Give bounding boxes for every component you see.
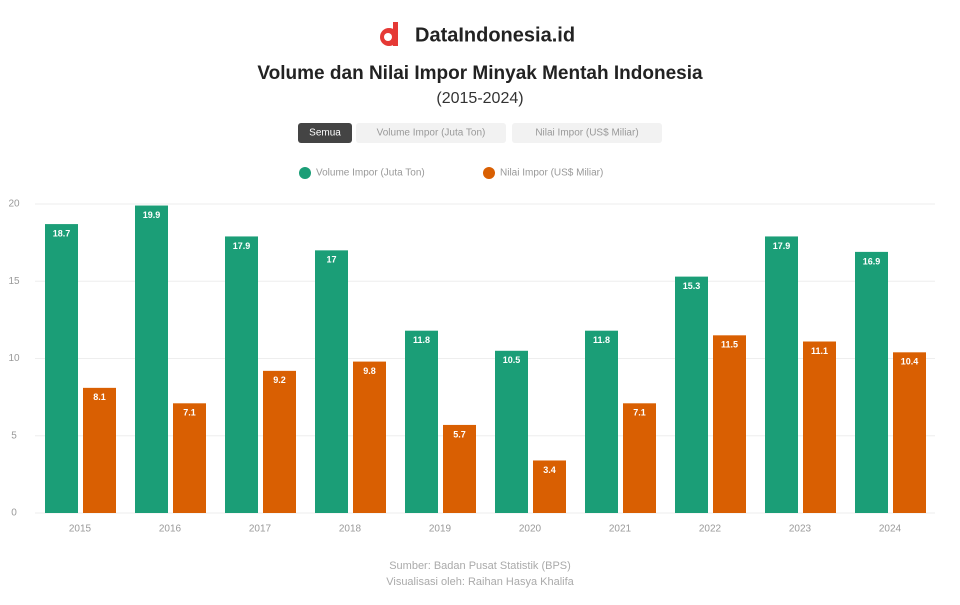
filter-button[interactable] <box>512 123 662 143</box>
legend-label[interactable]: Nilai Impor (US$ Miliar) <box>500 168 603 179</box>
bar <box>83 387 116 513</box>
footer-source: Sumber: Badan Pusat Statistik (BPS) <box>389 560 571 572</box>
value-label: 9.2 <box>273 375 286 385</box>
value-label: 17 <box>326 255 336 265</box>
value-label: 11.5 <box>721 340 738 350</box>
y-tick-label: 0 <box>11 508 17 519</box>
value-label: 11.8 <box>593 335 610 345</box>
value-label: 10.5 <box>503 355 521 365</box>
value-label: 8.1 <box>93 392 106 402</box>
bar <box>765 236 798 513</box>
value-label: 17.9 <box>773 241 791 251</box>
value-label: 7.1 <box>633 408 646 418</box>
bar <box>353 361 386 513</box>
x-tick-label: 2021 <box>609 524 632 535</box>
value-label: 7.1 <box>183 408 196 418</box>
legend-marker[interactable] <box>299 167 311 179</box>
brand: DataIndonesia.id <box>415 24 575 46</box>
x-tick-label: 2023 <box>789 524 812 535</box>
footer-credit: Visualisasi oleh: Raihan Hasya Khalifa <box>386 576 574 588</box>
x-tick-label: 2022 <box>699 524 722 535</box>
bar <box>585 330 618 513</box>
value-label: 10.4 <box>901 357 919 367</box>
bar <box>803 341 836 513</box>
bar <box>315 250 348 513</box>
y-tick-label: 20 <box>8 199 20 210</box>
bar <box>893 352 926 513</box>
filter-button-label[interactable]: Nilai Impor (US$ Miliar) <box>535 128 638 139</box>
legend-marker[interactable] <box>483 167 495 179</box>
bar <box>225 236 258 513</box>
filter-button-label[interactable]: Volume Impor (Juta Ton) <box>377 128 486 139</box>
value-label: 9.8 <box>363 366 376 376</box>
value-label: 16.9 <box>863 256 881 266</box>
x-tick-label: 2015 <box>69 524 92 535</box>
value-label: 11.1 <box>811 346 828 356</box>
chart-subtitle: (2015-2024) <box>436 90 523 107</box>
y-tick-label: 10 <box>8 353 20 364</box>
x-tick-label: 2016 <box>159 524 182 535</box>
x-tick-label: 2018 <box>339 524 362 535</box>
filter-button[interactable] <box>356 123 506 143</box>
filter-button-label[interactable]: Semua <box>309 128 341 139</box>
value-label: 15.3 <box>683 281 701 291</box>
bar <box>443 424 476 513</box>
bar <box>533 460 566 513</box>
x-tick-label: 2019 <box>429 524 452 535</box>
value-label: 11.8 <box>413 335 430 345</box>
value-label: 5.7 <box>453 429 466 439</box>
bar <box>623 403 656 513</box>
filter-button[interactable] <box>298 123 352 143</box>
bar <box>855 251 888 513</box>
legend-label[interactable]: Volume Impor (Juta Ton) <box>316 168 425 179</box>
y-tick-label: 15 <box>8 276 20 287</box>
bar <box>135 205 168 514</box>
bar <box>675 276 708 513</box>
x-tick-label: 2024 <box>879 524 902 535</box>
bar <box>263 370 296 513</box>
bar <box>173 403 206 513</box>
value-label: 19.9 <box>143 210 161 220</box>
value-label: 18.7 <box>53 228 71 238</box>
bar <box>45 224 78 513</box>
value-label: 3.4 <box>543 465 556 475</box>
bar <box>713 335 746 513</box>
bar <box>405 330 438 513</box>
bar <box>495 350 528 513</box>
value-label: 17.9 <box>233 241 251 251</box>
y-tick-label: 5 <box>11 430 17 441</box>
chart-title: Volume dan Nilai Impor Minyak Mentah Ind… <box>257 63 703 84</box>
logo <box>380 22 398 46</box>
x-tick-label: 2020 <box>519 524 542 535</box>
x-tick-label: 2017 <box>249 524 272 535</box>
